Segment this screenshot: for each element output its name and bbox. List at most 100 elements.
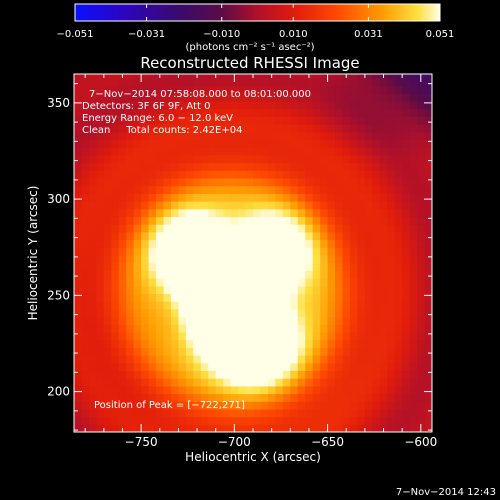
heatmap-cell: [349, 93, 359, 102]
heatmap-cell: [327, 324, 336, 333]
heatmap-cell: [208, 293, 217, 302]
heatmap-cell: [312, 339, 321, 348]
colorbar-tick-label: −0.031: [128, 29, 165, 40]
heatmap-cell: [349, 378, 359, 387]
heatmap-cell: [357, 208, 366, 218]
heatmap-cell: [141, 401, 150, 410]
heatmap-cell: [133, 347, 142, 356]
heatmap-cell: [193, 362, 202, 372]
heatmap-cell: [126, 416, 135, 425]
heatmap-cell: [327, 208, 336, 218]
heatmap-cell: [170, 108, 180, 117]
heatmap-cell: [357, 193, 366, 202]
heatmap-cell: [148, 347, 157, 356]
heatmap-cell: [260, 385, 269, 395]
heatmap-cell: [424, 185, 432, 194]
heatmap-cell: [349, 278, 359, 287]
heatmap-cell: [238, 347, 247, 356]
heatmap-cell: [163, 262, 172, 271]
heatmap-cell: [178, 162, 187, 171]
heatmap-cell: [417, 308, 426, 318]
heatmap-cell: [74, 370, 83, 379]
heatmap-cell: [133, 224, 142, 233]
heatmap-cell: [118, 362, 127, 372]
heatmap-cell: [417, 331, 426, 341]
heatmap-cell: [223, 270, 232, 279]
heatmap-cell: [282, 301, 291, 310]
heatmap-cell: [327, 393, 336, 402]
heatmap-cell: [223, 116, 232, 125]
heatmap-cell: [208, 100, 217, 110]
heatmap-cell: [364, 147, 373, 156]
heatmap-cell: [200, 278, 209, 287]
heatmap-cell: [96, 208, 105, 218]
heatmap-cell: [208, 147, 217, 156]
heatmap-cell: [178, 201, 187, 210]
heatmap-cell: [290, 301, 299, 310]
heatmap-cell: [297, 316, 306, 325]
heatmap-cell: [424, 77, 432, 87]
heatmap-cell: [148, 324, 157, 333]
heatmap-cell: [349, 316, 359, 325]
heatmap-cell: [156, 108, 165, 117]
heatmap-cell: [349, 131, 359, 141]
heatmap-cell: [118, 378, 127, 387]
heatmap-cell: [148, 224, 157, 233]
heatmap-cell: [96, 124, 105, 133]
heatmap-cell: [305, 385, 314, 395]
heatmap-cell: [327, 408, 336, 418]
heatmap-cell: [305, 324, 314, 333]
heatmap-cell: [148, 408, 157, 418]
heatmap-cell: [267, 347, 276, 356]
heatmap-cell: [267, 139, 276, 148]
heatmap-cell: [111, 339, 120, 348]
heatmap-cell: [81, 285, 90, 295]
heatmap-cell: [111, 100, 120, 110]
heatmap-cell: [372, 408, 381, 418]
heatmap-cell: [372, 100, 381, 110]
heatmap-cell: [282, 239, 291, 248]
heatmap-cell: [223, 124, 232, 133]
heatmap-cell: [118, 278, 127, 287]
heatmap-cell: [141, 254, 150, 264]
heatmap-cell: [320, 262, 329, 271]
heatmap-cell: [156, 247, 165, 256]
heatmap-cell: [357, 124, 366, 133]
heatmap-cell: [170, 370, 180, 379]
heatmap-cell: [409, 408, 418, 418]
heatmap-cell: [394, 347, 403, 356]
heatmap-cell: [141, 147, 150, 156]
heatmap-cell: [245, 416, 254, 425]
annotation-clean-counts: Clean Total counts: 2.42E+04: [82, 125, 242, 136]
heatmap-cell: [260, 239, 269, 248]
heatmap-cell: [275, 355, 284, 364]
heatmap-cell: [74, 316, 83, 325]
heatmap-cell: [178, 154, 187, 164]
heatmap-cell: [267, 270, 276, 279]
heatmap-cell: [364, 85, 373, 94]
heatmap-cell: [297, 124, 306, 133]
heatmap-cell: [275, 154, 284, 164]
heatmap-cell: [342, 316, 351, 325]
heatmap-cell: [118, 247, 127, 256]
heatmap-cell: [96, 308, 105, 318]
heatmap-cell: [312, 139, 321, 148]
heatmap-cell: [305, 216, 314, 225]
heatmap-cell: [342, 108, 351, 117]
heatmap-cell: [409, 231, 418, 241]
heatmap-cell: [200, 116, 209, 125]
heatmap-cell: [170, 100, 180, 110]
heatmap-cell: [327, 278, 336, 287]
heatmap-cell: [290, 247, 299, 256]
heatmap-cell: [305, 185, 314, 194]
heatmap-cell: [282, 74, 291, 79]
heatmap-cell: [223, 201, 232, 210]
heatmap-cell: [141, 355, 150, 364]
heatmap-cell: [148, 416, 157, 425]
heatmap-cell: [133, 285, 142, 295]
heatmap-cell: [170, 324, 180, 333]
heatmap-cell: [253, 416, 262, 425]
heatmap-cell: [118, 339, 127, 348]
heatmap-cell: [88, 339, 97, 348]
heatmap-cell: [81, 201, 90, 210]
